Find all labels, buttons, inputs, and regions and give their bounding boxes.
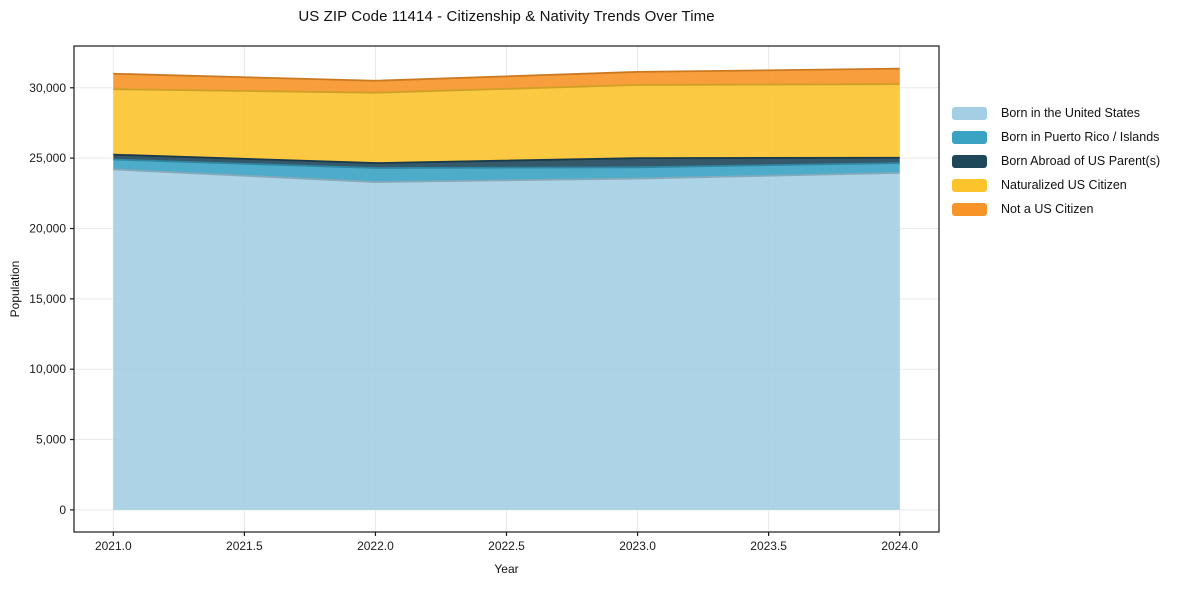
legend-item: Born in the United States [952,101,1160,125]
x-tick-label: 2021.5 [226,539,263,553]
stacked-areas [113,67,900,510]
y-tick-label: 10,000 [29,362,66,376]
y-tick-label: 20,000 [29,221,66,235]
series-boundary-line [113,67,900,82]
legend-swatch [952,130,987,144]
legend: Born in the United States Born in Puerto … [952,101,1160,221]
legend-item: Not a US Citizen [952,197,1160,221]
y-tick-label: 30,000 [29,81,66,95]
y-tick-label: 5,000 [36,433,66,447]
legend-item: Born in Puerto Rico / Islands [952,125,1160,149]
x-tick-label: 2022.0 [357,539,394,553]
legend-label: Born in Puerto Rico / Islands [1001,130,1160,144]
legend-label: Born in the United States [1001,106,1140,120]
legend-swatch [952,154,987,168]
legend-item: Born Abroad of US Parent(s) [952,149,1160,173]
y-tick-label: 25,000 [29,151,66,165]
chart-title: US ZIP Code 11414 - Citizenship & Nativi… [298,8,715,25]
x-tick-label: 2023.0 [619,539,656,553]
legend-label: Not a US Citizen [1001,202,1094,216]
y-axis-label: Population [8,260,22,318]
y-tick-label: 0 [59,503,66,517]
x-axis: 2021.0 2021.5 2022.0 2022.5 2023.0 2023.5 2024… [95,532,918,553]
legend-swatch [952,106,987,120]
y-axis: 0 5,000 10,000 15,000 20,000 25,000 30,000 [29,81,74,517]
legend-swatch [952,202,987,216]
x-tick-label: 2022.5 [488,539,525,553]
y-tick-label: 15,000 [29,292,66,306]
x-tick-label: 2024.0 [881,539,918,553]
series-boundary-line [113,158,900,169]
x-tick-label: 2021.0 [95,539,132,553]
legend-label: Born Abroad of US Parent(s) [1001,154,1161,168]
legend-label: Naturalized US Citizen [1001,178,1127,192]
legend-swatch [952,178,987,192]
area-series [113,169,900,510]
series-boundary-line [113,153,900,164]
area-series [113,68,900,93]
legend-item: Naturalized US Citizen [952,173,1160,197]
area-series [113,84,900,164]
series-boundary-line [113,83,900,94]
x-tick-label: 2023.5 [750,539,787,553]
x-axis-label: Year [494,562,519,576]
series-boundary-line [113,168,900,183]
